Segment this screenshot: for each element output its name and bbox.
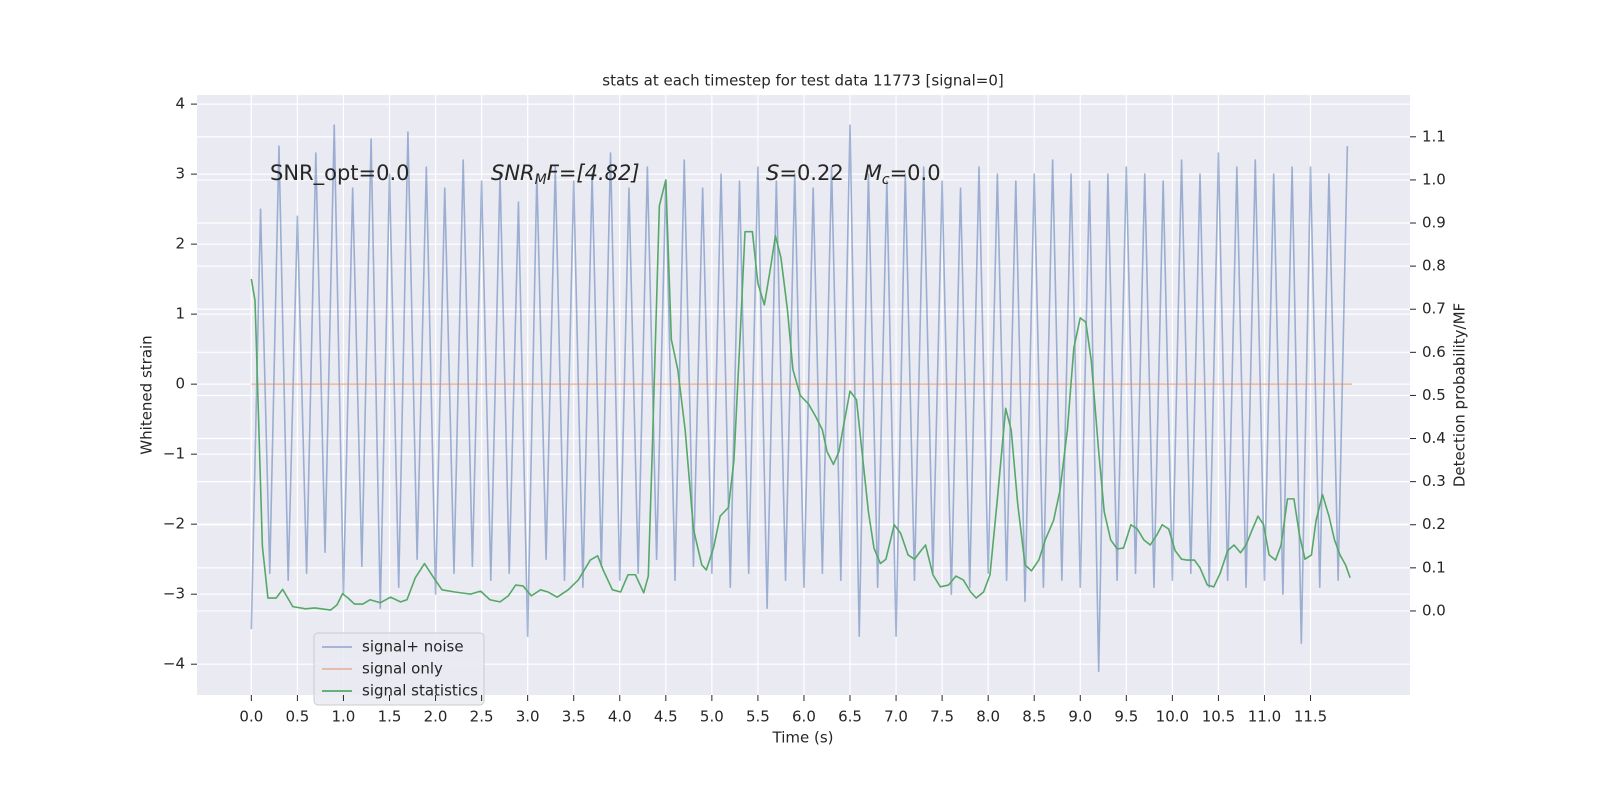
y-tick-label: 2 — [175, 235, 185, 253]
legend-label: signal+ noise — [362, 638, 464, 656]
y2-tick-label: 0.0 — [1422, 601, 1446, 619]
x-tick-label: 1.5 — [378, 708, 402, 726]
y2-tick-label: 0.2 — [1422, 515, 1446, 533]
x-tick-label: 3.0 — [516, 708, 540, 726]
y2-tick-label: 1.0 — [1422, 170, 1446, 188]
legend: signal+ noise signal only signal statistic… — [313, 632, 485, 706]
x-tick-label: 9.5 — [1114, 708, 1138, 726]
annotation: SNR_opt=0.0 — [270, 161, 410, 186]
annotation-part: SNR — [491, 161, 535, 185]
y2-tick-label: 0.9 — [1422, 214, 1446, 232]
x-tick-label: 5.0 — [700, 708, 724, 726]
y2-tick-label: 0.1 — [1422, 558, 1446, 576]
annotation-part: =0.22 — [779, 161, 863, 185]
x-tick-label: 4.0 — [608, 708, 632, 726]
y2-tick-label: 0.3 — [1422, 472, 1446, 490]
series-line — [250, 124, 1349, 672]
x-tick-label: 9.0 — [1068, 708, 1092, 726]
annotation-part: M — [864, 161, 882, 185]
x-tick-label: 10.5 — [1202, 708, 1235, 726]
x-tick-label: 8.5 — [1022, 708, 1046, 726]
y2-tick-label: 0.4 — [1422, 429, 1446, 447]
annotation-part: c — [882, 172, 890, 188]
marks — [250, 124, 1352, 672]
series-line — [250, 179, 1351, 611]
y-axis-label: Whitened strain — [138, 335, 156, 454]
x-tick-label: 0.0 — [239, 708, 263, 726]
x-tick-label: 11.5 — [1294, 708, 1327, 726]
y-tick-label: −2 — [163, 515, 185, 533]
x-tick-label: 4.5 — [654, 708, 678, 726]
annotation-part: =0.0 — [890, 161, 941, 185]
x-tick-label: 0.5 — [285, 708, 309, 726]
y2-tick-label: 0.6 — [1422, 343, 1446, 361]
chart-title: stats at each timestep for test data 117… — [602, 72, 1003, 90]
y2-tick-label: 1.1 — [1422, 127, 1446, 145]
y-tick-label: −1 — [163, 445, 185, 463]
x-tick-label: 1.0 — [332, 708, 356, 726]
annotation: S=0.22 Mc=0.0 — [766, 161, 941, 188]
legend-box — [313, 632, 485, 706]
y2-axis-label: Detection probability/MF — [1451, 303, 1469, 487]
y-tick-label: −3 — [163, 585, 185, 603]
x-tick-label: 11.0 — [1248, 708, 1281, 726]
annotation-part: F=[4.82] — [547, 161, 640, 185]
x-tick-label: 5.5 — [746, 708, 770, 726]
x-tick-label: 6.0 — [792, 708, 816, 726]
x-tick-label: 10.0 — [1156, 708, 1189, 726]
y2-tick-label: 0.5 — [1422, 386, 1446, 404]
legend-label: signal statistics — [362, 682, 478, 700]
x-tick-label: 3.5 — [562, 708, 586, 726]
annotation-part: S — [766, 161, 779, 185]
x-tick-label: 2.0 — [424, 708, 448, 726]
y-tick-label: −4 — [163, 655, 185, 673]
legend-label: signal only — [362, 660, 443, 678]
annotation-part: M — [535, 172, 547, 188]
y2-tick-label: 0.8 — [1422, 257, 1446, 275]
x-tick-label: 6.5 — [838, 708, 862, 726]
y2-tick-label: 0.7 — [1422, 300, 1446, 318]
y-tick-label: 1 — [175, 305, 185, 323]
y-tick-label: 3 — [175, 165, 185, 183]
y-tick-label: 4 — [175, 95, 185, 113]
x-tick-label: 7.0 — [884, 708, 908, 726]
x-tick-label: 7.5 — [930, 708, 954, 726]
annotation: SNRMF=[4.82] — [491, 161, 640, 188]
x-tick-label: 8.0 — [976, 708, 1000, 726]
x-axis-label: Time (s) — [772, 729, 834, 747]
x-tick-label: 2.5 — [470, 708, 494, 726]
y-tick-label: 0 — [175, 375, 185, 393]
